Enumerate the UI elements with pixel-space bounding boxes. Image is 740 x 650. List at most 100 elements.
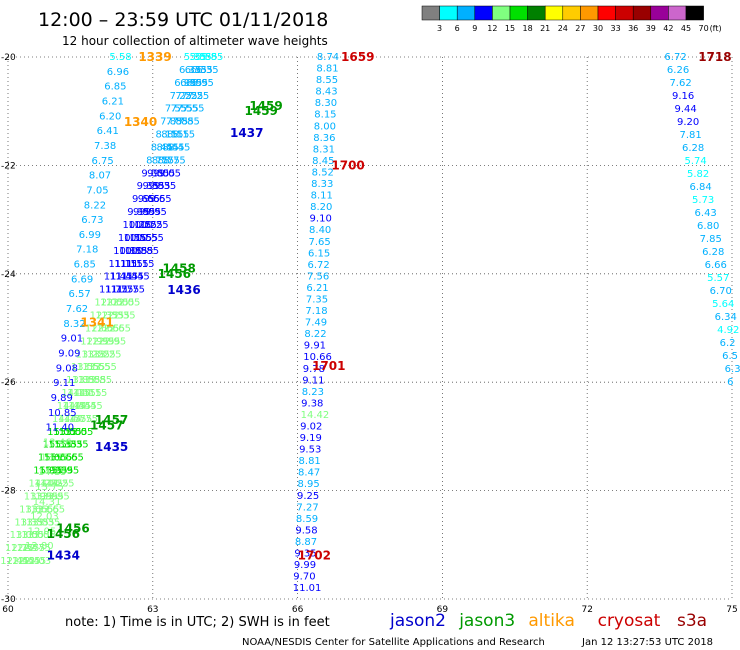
y-tick-label: -30 — [1, 595, 16, 605]
track-value: 9.11 — [53, 378, 75, 389]
track-value: 6.5 — [722, 351, 738, 362]
satellite-legend-item: altika — [528, 611, 575, 631]
swath-value: 12.45 — [18, 556, 47, 567]
track-value: 8.33 — [311, 179, 333, 190]
swath-value: 8.75 — [146, 155, 168, 166]
track-value: 9.11 — [302, 375, 324, 386]
track-value: 7.05 — [86, 185, 108, 196]
colorbar-swatch — [685, 5, 704, 21]
swath-value: 12.45 — [12, 556, 41, 567]
swath-value: 5.85 — [201, 52, 223, 63]
swath-value: 15.95 — [51, 466, 80, 477]
swath-value: 14.45 — [57, 401, 86, 412]
time-label: 1456 — [158, 267, 191, 281]
satellite-legend-item: jason3 — [458, 611, 515, 631]
colorbar-label: 45 — [681, 24, 691, 33]
swath-value: 14.15 — [61, 388, 90, 399]
swath-value: 8.75 — [158, 155, 180, 166]
track-value: 8.43 — [315, 87, 337, 98]
swath-value: 14.75 — [69, 414, 98, 425]
swath-value: 7.85 — [178, 117, 200, 128]
track-value: 8.11 — [311, 191, 333, 202]
swath-value: 9.65 — [149, 194, 171, 205]
swath-value: 8.45 — [168, 142, 190, 153]
swath-value: 9.05 — [147, 168, 169, 179]
colorbar-swatch — [632, 5, 652, 21]
track-value: 6.28 — [702, 247, 724, 258]
swath-value: 15.95 — [45, 466, 74, 477]
swath-value: 10.85 — [125, 246, 154, 257]
swh-tracks: 5.856.356.957.257.557.858.158.458.759.05… — [0, 52, 740, 594]
swath-value: 15.05 — [47, 427, 76, 438]
satellite-legend: jason2 jason3 altika cryosat s3a — [389, 611, 707, 631]
swath-value: 6.35 — [191, 65, 213, 76]
track-value: 8.22 — [84, 200, 106, 211]
swath-value: 11.75 — [111, 285, 140, 296]
swath-value: 11.15 — [114, 259, 143, 270]
swath-value: 15.65 — [38, 453, 67, 464]
x-tick-label: 69 — [437, 605, 449, 615]
swath-value: 12.95 — [86, 336, 115, 347]
swath-value: 8.15 — [173, 130, 195, 141]
colorbar-label: 21 — [540, 24, 550, 33]
time-label: 1457 — [95, 413, 128, 427]
satellite-legend-item: cryosat — [598, 611, 661, 631]
swath-value: 7.25 — [175, 91, 197, 102]
swath-value: 13.95 — [35, 491, 64, 502]
track-value: 6.70 — [710, 286, 732, 297]
note-text: note: 1) Time is in UTC; 2) SWH is in fe… — [65, 615, 330, 630]
swath-value: 14.25 — [28, 479, 57, 490]
colorbar-label: 15 — [505, 24, 515, 33]
swath-value: 14.15 — [73, 388, 102, 399]
y-tick-label: -20 — [1, 53, 16, 63]
swath-value: 10.55 — [124, 233, 153, 244]
track-value: 6.66 — [705, 260, 727, 271]
track-value: 6.3 — [725, 364, 740, 375]
y-tick-label: -22 — [1, 161, 16, 171]
track-value: 8.45 — [312, 156, 334, 167]
axes: 60 63 66 69 72 75 -20 -22 -24 -26 -28 -30 — [1, 53, 738, 615]
track-value: 9.58 — [295, 525, 317, 536]
track-value: 6.41 — [97, 126, 119, 137]
swath-value: 12.05 — [94, 298, 123, 309]
time-label: 1435 — [95, 440, 128, 454]
swath-value: 15.65 — [49, 453, 78, 464]
colorbar-label: 6 — [455, 24, 460, 33]
track-value: 6.72 — [307, 260, 329, 271]
track-value: 8.00 — [314, 121, 336, 132]
colorbar-label: 30 — [593, 24, 603, 33]
track-value: 6 — [727, 377, 733, 388]
track-value: 5.82 — [687, 169, 709, 180]
swath-value: 8.15 — [161, 130, 183, 141]
swath-value: 8.75 — [163, 155, 185, 166]
swath-value: 12.75 — [22, 543, 51, 554]
colorbar-swatch — [456, 5, 476, 21]
swath-value: 9.65 — [144, 194, 166, 205]
track-value: 7.18 — [305, 306, 327, 317]
swath-value: 14.25 — [40, 479, 69, 490]
swath-value: 13.25 — [93, 349, 122, 360]
swath-value: 12.65 — [102, 323, 131, 334]
track-value: 7.35 — [306, 294, 328, 305]
track-value: 8.81 — [316, 64, 338, 75]
swath-value: 12.35 — [90, 310, 119, 321]
track-value: 8.87 — [295, 537, 317, 548]
track-value: 8.20 — [310, 202, 332, 213]
swath-value: 13.05 — [15, 530, 44, 541]
time-label: 1434 — [47, 549, 80, 563]
swath-value: 9.95 — [133, 207, 155, 218]
track-value: 7.85 — [700, 234, 722, 245]
track-value: 14.31 — [33, 497, 62, 508]
track-value: 6.43 — [695, 208, 717, 219]
swath-value: 14.25 — [34, 479, 63, 490]
track-value: 6.85 — [74, 260, 96, 271]
track-value: 12.03 — [30, 512, 59, 523]
track-value: 7.27 — [296, 502, 318, 513]
swath-value: 13.95 — [30, 491, 59, 502]
swath-value: 15.35 — [48, 440, 77, 451]
track-value: 14.42 — [301, 410, 330, 421]
colorbar-swatch — [527, 5, 546, 21]
swath-value: 9.05 — [153, 168, 175, 179]
time-label: 1659 — [341, 50, 374, 64]
track-value: 13.75 — [40, 452, 69, 463]
